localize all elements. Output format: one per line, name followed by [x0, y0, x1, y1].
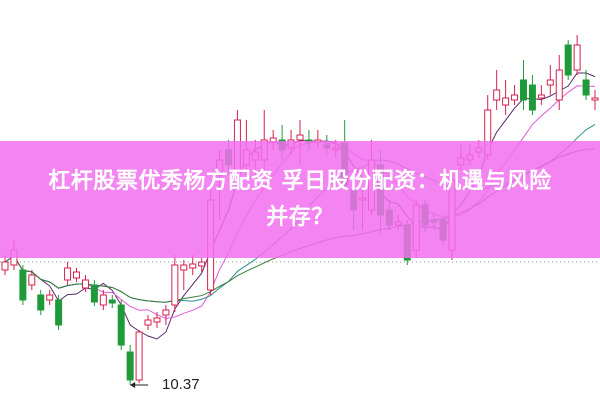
candle-up — [1, 261, 9, 271]
candle-up — [189, 263, 197, 269]
candle-up — [135, 331, 143, 381]
candle-down — [37, 294, 45, 311]
candle-up — [180, 264, 188, 271]
candle-up — [591, 97, 599, 101]
candle-down — [528, 84, 536, 111]
candle-up — [573, 44, 581, 71]
candle-up — [153, 317, 161, 323]
candle-down — [564, 44, 572, 76]
candle-up — [296, 134, 304, 141]
candle-up — [162, 309, 170, 316]
candle-up — [73, 271, 81, 279]
candle-up — [511, 94, 519, 101]
candle-down — [108, 299, 116, 304]
low-arrow-head — [130, 382, 136, 388]
candle-down — [519, 79, 527, 101]
candle-down — [55, 299, 63, 326]
candle-up — [46, 294, 54, 301]
low-price-label: 10.37 — [162, 376, 200, 393]
candle-up — [81, 279, 89, 289]
candle-up — [198, 261, 206, 267]
candle-up — [537, 94, 545, 99]
candle-up — [144, 319, 152, 326]
candle-up — [555, 69, 563, 101]
candle-up — [28, 274, 36, 286]
candle-down — [19, 269, 27, 301]
candle-up — [99, 294, 107, 306]
candle-down — [582, 79, 590, 96]
candle-down — [117, 304, 125, 346]
title-line-2: 并存？ — [266, 204, 334, 230]
title-line-1: 杠杆股票优秀杨方配资 孚日股份配资：机遇与风险 — [48, 168, 552, 194]
candle-up — [546, 79, 554, 86]
candle-up — [64, 267, 72, 281]
candle-down — [126, 351, 134, 381]
candle-up — [171, 264, 179, 306]
title-banner: 杠杆股票优秀杨方配资 孚日股份配资：机遇与风险 并存？ — [0, 141, 600, 258]
candle-up — [493, 89, 501, 101]
candle-up — [502, 97, 510, 106]
candle-down — [90, 284, 98, 303]
